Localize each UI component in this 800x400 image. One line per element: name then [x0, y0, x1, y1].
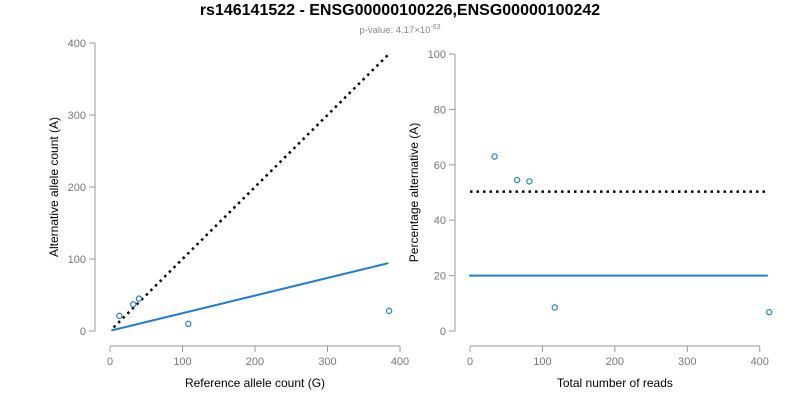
chart-subtitle: p-value: 4.17×10-63 [0, 24, 800, 36]
y-tick-label: 0 [80, 326, 86, 338]
y-tick-label: 400 [68, 38, 86, 50]
x-axis-label: Reference allele count (G) [185, 376, 325, 390]
x-axis-label: Total number of reads [557, 376, 673, 390]
p-value-exponent: -63 [430, 24, 441, 31]
data-point [513, 176, 521, 184]
data-point [385, 307, 393, 315]
expected-ratio-line [112, 54, 389, 329]
x-tick-label: 100 [173, 356, 191, 368]
y-tick-label: 0 [440, 326, 446, 338]
x-tick-label: 200 [246, 356, 264, 368]
y-tick-label: 80 [434, 104, 446, 116]
y-axis-label: Percentage alternative (A) [407, 123, 421, 262]
data-point [491, 153, 498, 160]
data-point [526, 178, 533, 185]
data-point [116, 312, 123, 320]
y-tick-label: 200 [68, 182, 86, 194]
data-point [185, 320, 192, 327]
y-tick-label: 100 [428, 49, 446, 61]
x-tick-label: 0 [467, 356, 473, 368]
x-tick-label: 300 [678, 356, 696, 368]
x-tick-label: 200 [606, 356, 624, 368]
y-tick-label: 40 [434, 215, 446, 227]
y-axis-label: Alternative allele count (A) [47, 117, 61, 257]
chart-panel-2: 0 20 40 60 80 100 0 100 200 300 400 Total number of… [407, 49, 773, 390]
data-point [551, 304, 558, 311]
x-tick-label: 300 [318, 356, 336, 368]
data-point [129, 301, 137, 308]
fitted-ratio-line [111, 262, 389, 332]
y-tick-label: 60 [434, 160, 446, 172]
y-tick-label: 300 [68, 110, 86, 122]
p-value-text: p-value: 4.17×10 [359, 25, 431, 37]
y-tick-label: 100 [68, 254, 86, 266]
x-tick-label: 400 [751, 356, 769, 368]
x-tick-label: 100 [533, 356, 551, 368]
x-tick-label: 0 [107, 356, 113, 368]
y-tick-label: 20 [434, 271, 446, 283]
data-point [135, 295, 143, 302]
data-point [765, 308, 773, 316]
chart-panel-1: 0 100 200 300 400 0 100 200 300 400 Reference alle… [47, 38, 409, 390]
x-tick-label: 400 [391, 356, 409, 368]
chart-title: rs146141522 - ENSG00000100226,ENSG000001… [199, 2, 601, 19]
